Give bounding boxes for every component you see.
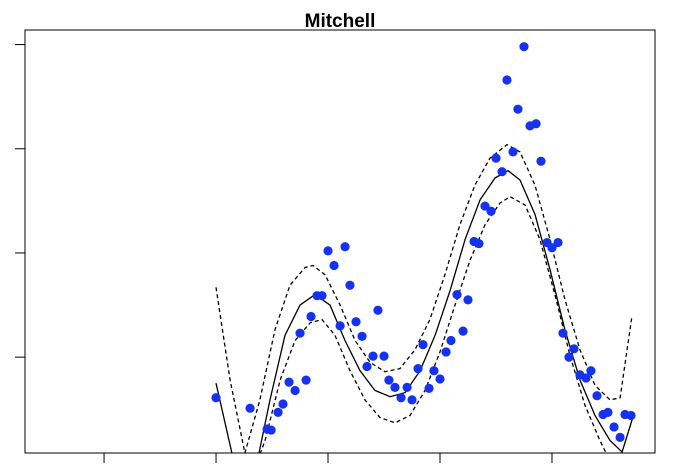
point: [458, 326, 468, 336]
point: [413, 364, 423, 374]
point: [390, 382, 400, 392]
point: [351, 317, 361, 327]
point: [569, 344, 579, 354]
point: [603, 407, 613, 417]
point: [553, 237, 563, 248]
point: [379, 351, 389, 361]
plot-area: [211, 42, 636, 453]
point: [586, 366, 596, 376]
point: [446, 335, 456, 346]
point: [301, 375, 311, 385]
point: [306, 311, 316, 322]
point: [329, 260, 339, 271]
point: [581, 373, 591, 383]
point: [323, 246, 333, 256]
point: [626, 410, 636, 421]
point: [513, 104, 523, 114]
point: [502, 75, 512, 85]
point: [357, 331, 367, 341]
point: [463, 295, 473, 305]
point: [564, 352, 574, 362]
point: [536, 156, 546, 166]
fit-line: [215, 169, 634, 453]
point: [335, 321, 345, 331]
point: [368, 351, 378, 361]
point: [531, 119, 541, 129]
point: [273, 407, 283, 417]
point: [429, 366, 439, 376]
point: [384, 375, 394, 385]
chart-title: Mitchell: [305, 11, 376, 32]
point: [245, 403, 255, 413]
point: [508, 147, 518, 157]
point: [424, 383, 434, 394]
point: [362, 361, 372, 372]
point: [278, 399, 288, 409]
point: [491, 153, 501, 163]
point: [558, 328, 568, 338]
point: [480, 201, 490, 211]
point: [592, 391, 602, 401]
point: [266, 425, 276, 435]
point: [519, 42, 529, 52]
point: [317, 291, 327, 301]
point: [615, 432, 625, 442]
point: [295, 328, 305, 338]
point: [486, 206, 496, 216]
point: [211, 393, 221, 403]
point: [284, 377, 294, 387]
point: [452, 290, 462, 300]
point: [418, 340, 428, 350]
point: [345, 280, 355, 290]
point: [435, 374, 445, 384]
point: [373, 305, 383, 315]
plot-frame: [24, 29, 656, 454]
point: [547, 243, 557, 253]
point: [497, 167, 507, 177]
point: [290, 385, 300, 396]
point: [402, 382, 412, 392]
point: [441, 347, 451, 357]
point: [340, 242, 350, 252]
point: [396, 393, 406, 403]
point: [407, 395, 417, 405]
point: [609, 422, 619, 432]
point: [474, 238, 484, 249]
confidence-band: [215, 143, 633, 453]
